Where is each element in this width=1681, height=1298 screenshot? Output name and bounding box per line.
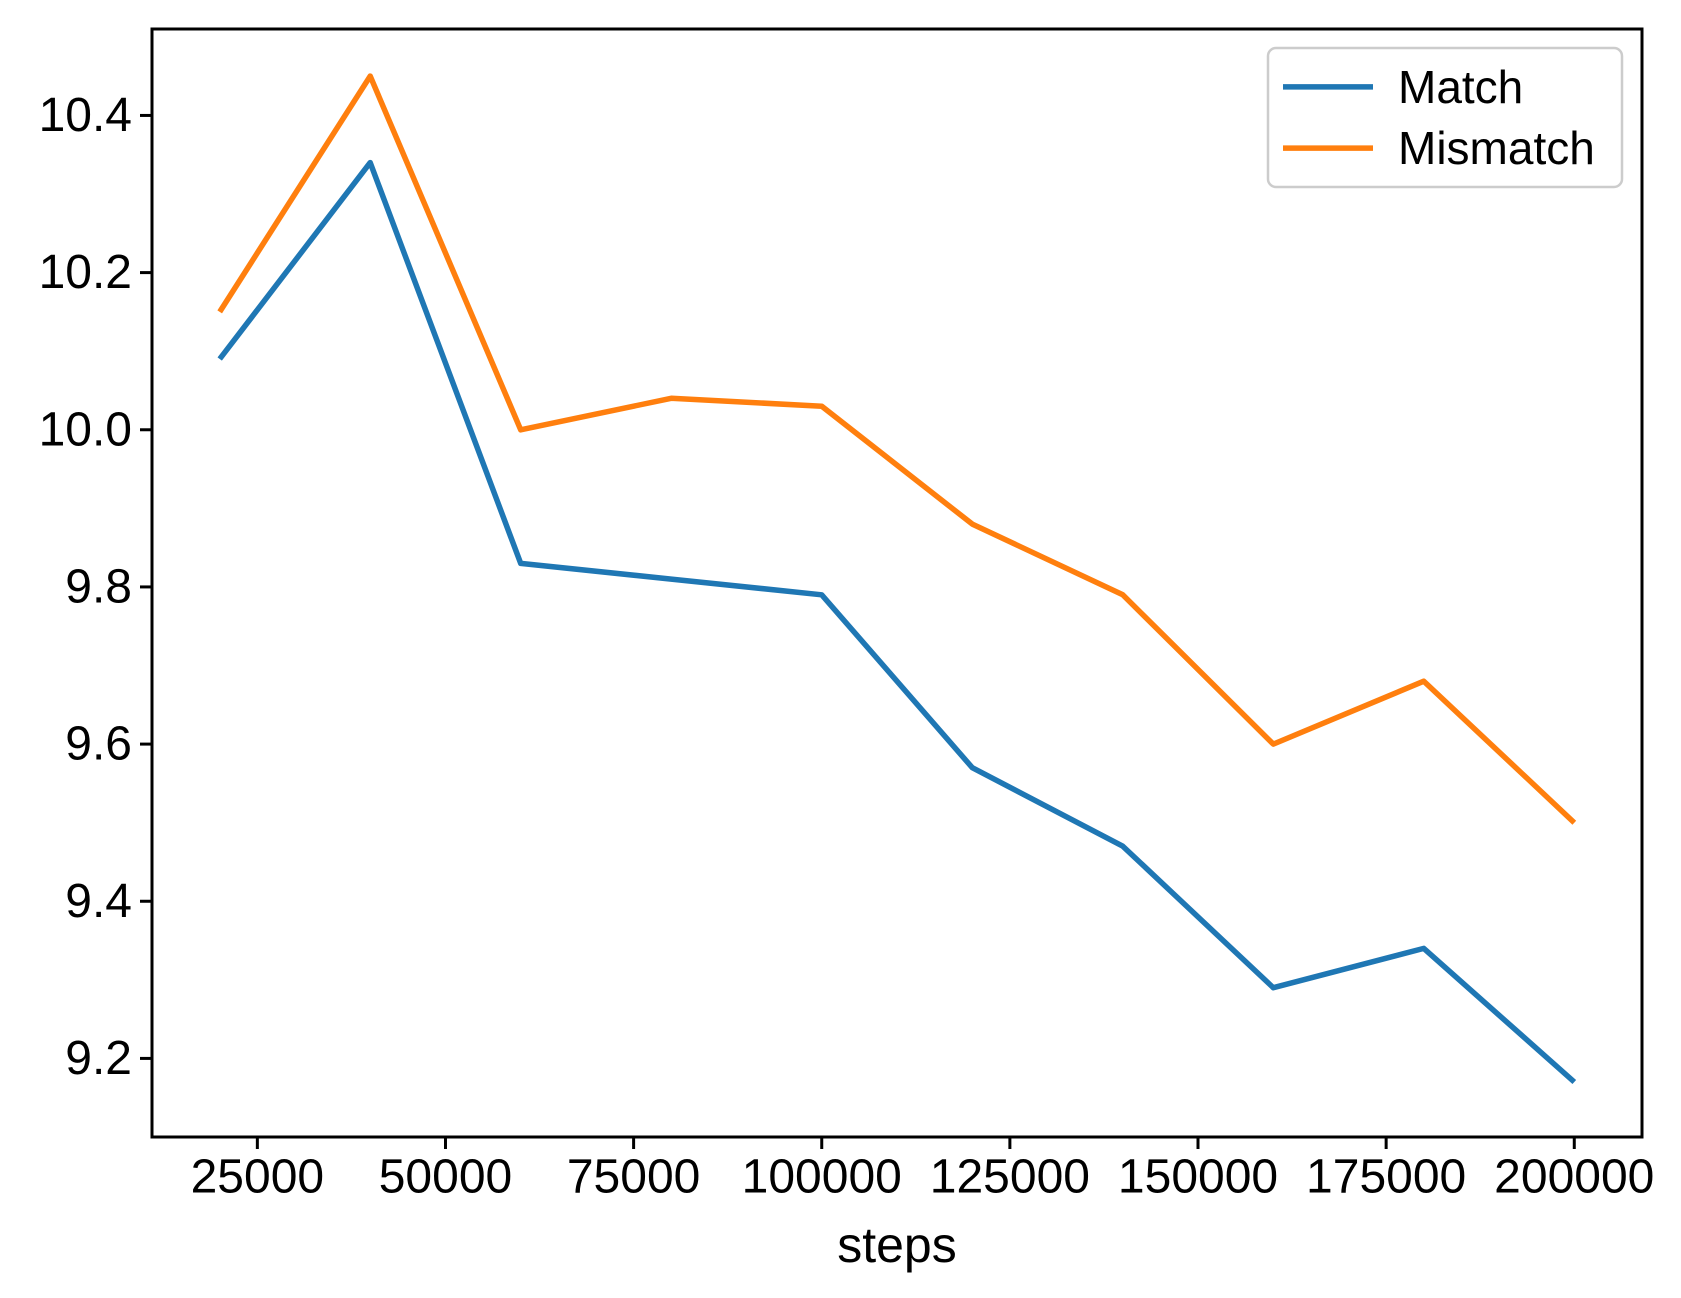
y-tick-label: 10.4: [39, 89, 132, 142]
legend-box: [1266, 46, 1624, 189]
legend: Match Mismatch: [1266, 46, 1624, 189]
axes-spines: [150, 27, 1644, 1139]
y-tick-label: 10.2: [39, 246, 132, 299]
plot-frame: [150, 27, 1644, 1139]
x-tick-label: 100000: [742, 1151, 902, 1204]
y-tick-label: 9.2: [65, 1032, 132, 1085]
y-tick-label: 9.6: [65, 718, 132, 771]
x-tick-label: 50000: [379, 1151, 512, 1204]
x-axis-ticks: 25000 50000 75000 100000 125000 150000 175000 2…: [191, 1137, 1654, 1204]
series-line-mismatch: [217, 73, 1577, 825]
x-tick-label: 150000: [1118, 1151, 1278, 1204]
legend-label-mismatch: Mismatch: [1398, 122, 1595, 174]
legend-label-match: Match: [1398, 61, 1523, 113]
y-axis-ticks: 9.2 9.4 9.6 9.8 10.0 10.2 10.4: [39, 89, 152, 1085]
series-line-match: [217, 159, 1577, 1085]
series-lines: [217, 73, 1577, 1085]
x-tick-label: 200000: [1494, 1151, 1654, 1204]
y-tick-label: 9.8: [65, 560, 132, 613]
x-tick-label: 75000: [567, 1151, 700, 1204]
y-tick-label: 9.4: [65, 875, 132, 928]
x-tick-label: 125000: [930, 1151, 1090, 1204]
x-tick-label: 25000: [191, 1151, 324, 1204]
x-axis-label-group: steps: [837, 1217, 957, 1273]
x-tick-label: 175000: [1306, 1151, 1466, 1204]
x-axis-label: steps: [837, 1217, 957, 1273]
y-tick-label: 10.0: [39, 403, 132, 456]
